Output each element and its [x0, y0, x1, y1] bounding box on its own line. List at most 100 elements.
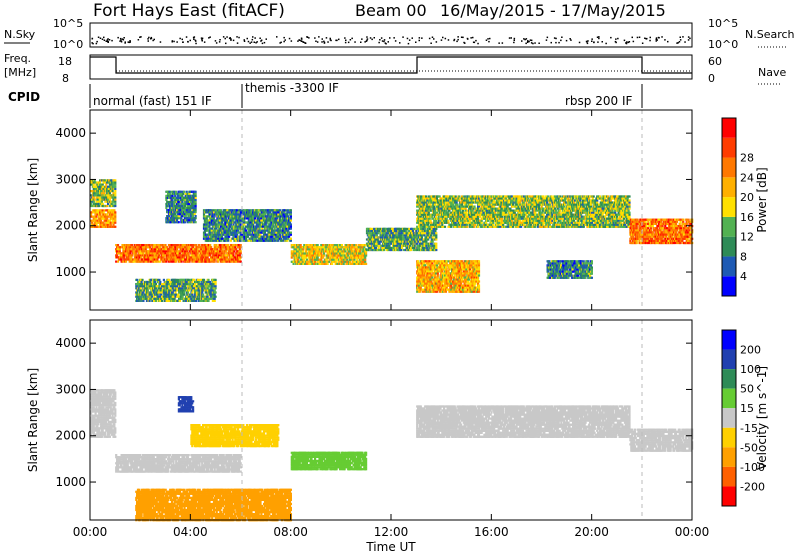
data-cell — [365, 262, 368, 265]
data-cell — [355, 246, 358, 249]
data-cell — [216, 211, 219, 214]
data-cell — [160, 293, 163, 296]
data-cell — [344, 256, 347, 259]
data-cell — [182, 283, 185, 286]
data-cell — [183, 256, 186, 259]
data-cell — [170, 219, 173, 222]
noise-point — [623, 39, 626, 42]
data-cell — [187, 200, 190, 204]
data-cell — [159, 283, 162, 286]
data-cell — [216, 246, 219, 249]
noise-point — [148, 36, 150, 39]
noise-point — [153, 38, 155, 41]
data-cell — [322, 256, 325, 259]
data-cell — [192, 211, 195, 214]
data-cell — [200, 250, 203, 253]
data-cell — [197, 297, 200, 300]
data-cell — [236, 225, 240, 228]
data-cell — [212, 229, 215, 232]
data-cell — [153, 295, 156, 298]
data-cell — [262, 213, 265, 216]
noise-point — [534, 42, 536, 44]
data-cell — [125, 244, 128, 247]
noise-point — [300, 37, 303, 39]
data-cell — [274, 213, 277, 216]
data-cell — [145, 291, 149, 294]
data-cell — [250, 219, 253, 222]
data-cell — [190, 297, 193, 300]
data-cell — [110, 181, 113, 184]
data-cell — [141, 278, 144, 281]
data-cell — [240, 219, 243, 222]
data-cell — [193, 285, 196, 288]
noise-point — [667, 40, 669, 43]
data-cell — [228, 223, 231, 226]
data-cell — [174, 254, 177, 257]
data-cell — [263, 233, 266, 236]
data-cell — [198, 293, 201, 296]
data-cell — [258, 235, 261, 238]
data-cell — [218, 254, 221, 257]
data-cell — [201, 260, 204, 263]
data-cell — [253, 231, 257, 234]
noise-point — [380, 37, 383, 39]
data-cell — [228, 258, 231, 261]
data-cell — [161, 295, 164, 298]
noise-point — [173, 40, 175, 43]
data-cell — [192, 244, 195, 247]
data-cell — [177, 209, 180, 212]
data-cell — [314, 260, 317, 263]
data-cell — [365, 250, 368, 253]
data-cell — [170, 244, 173, 247]
data-cell — [173, 200, 176, 204]
data-cell — [281, 215, 284, 218]
data-cell — [190, 221, 193, 224]
data-cell — [395, 234, 398, 237]
data-cell — [243, 209, 246, 212]
data-cell — [313, 246, 316, 249]
data-cell — [211, 283, 214, 286]
data-cell — [154, 289, 157, 292]
data-cell — [227, 239, 230, 242]
data-cell — [194, 206, 197, 210]
data-cell — [342, 256, 345, 259]
data-cell — [133, 248, 136, 251]
data-cell — [357, 250, 360, 253]
data-cell — [373, 234, 376, 237]
data-cell — [192, 221, 195, 224]
noise-point — [108, 39, 111, 41]
data-cell — [126, 254, 129, 257]
noise-point — [538, 42, 540, 44]
data-cell — [120, 258, 123, 261]
data-cell — [203, 258, 206, 261]
noise-point — [92, 42, 94, 45]
data-cell — [209, 231, 212, 234]
data-cell — [217, 219, 220, 222]
data-cell — [191, 293, 194, 296]
data-cell — [116, 260, 120, 263]
data-cell — [251, 235, 254, 238]
data-cell — [239, 256, 242, 259]
data-cell — [218, 211, 221, 214]
data-cell — [316, 244, 319, 247]
data-cell — [105, 183, 108, 186]
noise-point — [128, 41, 130, 44]
data-cell — [260, 213, 263, 216]
data-cell — [188, 246, 191, 249]
data-cell — [267, 211, 270, 214]
data-cell — [253, 213, 257, 216]
noise-point — [394, 40, 397, 42]
data-cell — [191, 206, 194, 210]
data-cell — [264, 239, 267, 242]
data-cell — [262, 217, 266, 220]
noise-point — [330, 39, 332, 42]
data-cell — [159, 280, 162, 284]
noise-point — [679, 39, 682, 41]
noise-point — [408, 39, 411, 41]
data-cell — [322, 262, 325, 265]
noise-ytick-low: 10^0 — [53, 38, 83, 51]
data-cell — [220, 213, 223, 216]
noise-point — [301, 40, 303, 42]
data-cell — [267, 231, 270, 234]
noise-point — [593, 41, 595, 44]
